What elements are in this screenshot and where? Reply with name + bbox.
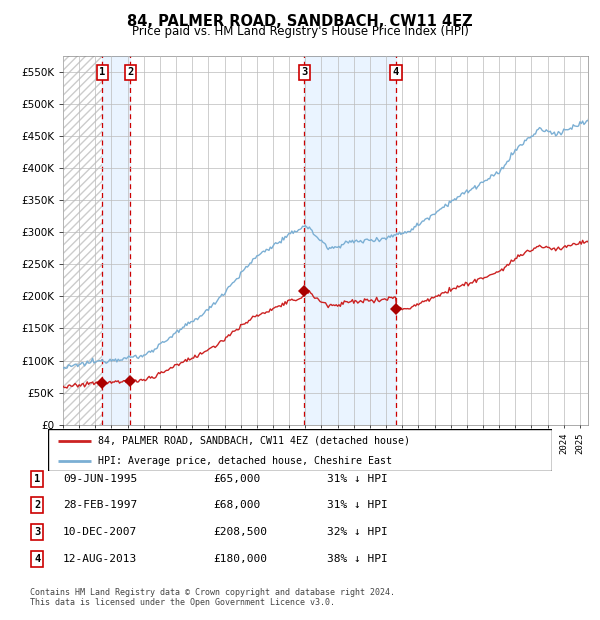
Text: 4: 4 — [393, 68, 399, 78]
Text: 31% ↓ HPI: 31% ↓ HPI — [327, 474, 388, 484]
Text: This data is licensed under the Open Government Licence v3.0.: This data is licensed under the Open Gov… — [30, 598, 335, 607]
Text: £208,500: £208,500 — [213, 527, 267, 537]
Text: 12-AUG-2013: 12-AUG-2013 — [63, 554, 137, 564]
Text: 2: 2 — [34, 500, 40, 510]
Text: 4: 4 — [34, 554, 40, 564]
Text: 38% ↓ HPI: 38% ↓ HPI — [327, 554, 388, 564]
Text: 31% ↓ HPI: 31% ↓ HPI — [327, 500, 388, 510]
Text: Contains HM Land Registry data © Crown copyright and database right 2024.: Contains HM Land Registry data © Crown c… — [30, 588, 395, 597]
Bar — [103, 56, 130, 425]
Text: 84, PALMER ROAD, SANDBACH, CW11 4EZ (detached house): 84, PALMER ROAD, SANDBACH, CW11 4EZ (det… — [98, 436, 410, 446]
Bar — [63, 56, 103, 425]
Text: £65,000: £65,000 — [213, 474, 260, 484]
Text: 2: 2 — [127, 68, 133, 78]
Text: HPI: Average price, detached house, Cheshire East: HPI: Average price, detached house, Ches… — [98, 456, 392, 466]
Text: £68,000: £68,000 — [213, 500, 260, 510]
Text: 28-FEB-1997: 28-FEB-1997 — [63, 500, 137, 510]
Text: 1: 1 — [34, 474, 40, 484]
Text: Price paid vs. HM Land Registry's House Price Index (HPI): Price paid vs. HM Land Registry's House … — [131, 25, 469, 38]
Text: 3: 3 — [301, 68, 307, 78]
Text: 09-JUN-1995: 09-JUN-1995 — [63, 474, 137, 484]
Text: 10-DEC-2007: 10-DEC-2007 — [63, 527, 137, 537]
Bar — [63, 56, 103, 425]
Text: 32% ↓ HPI: 32% ↓ HPI — [327, 527, 388, 537]
Text: 3: 3 — [34, 527, 40, 537]
Text: 1: 1 — [100, 68, 106, 78]
Text: £180,000: £180,000 — [213, 554, 267, 564]
Bar — [304, 56, 396, 425]
Text: 84, PALMER ROAD, SANDBACH, CW11 4EZ: 84, PALMER ROAD, SANDBACH, CW11 4EZ — [127, 14, 473, 29]
